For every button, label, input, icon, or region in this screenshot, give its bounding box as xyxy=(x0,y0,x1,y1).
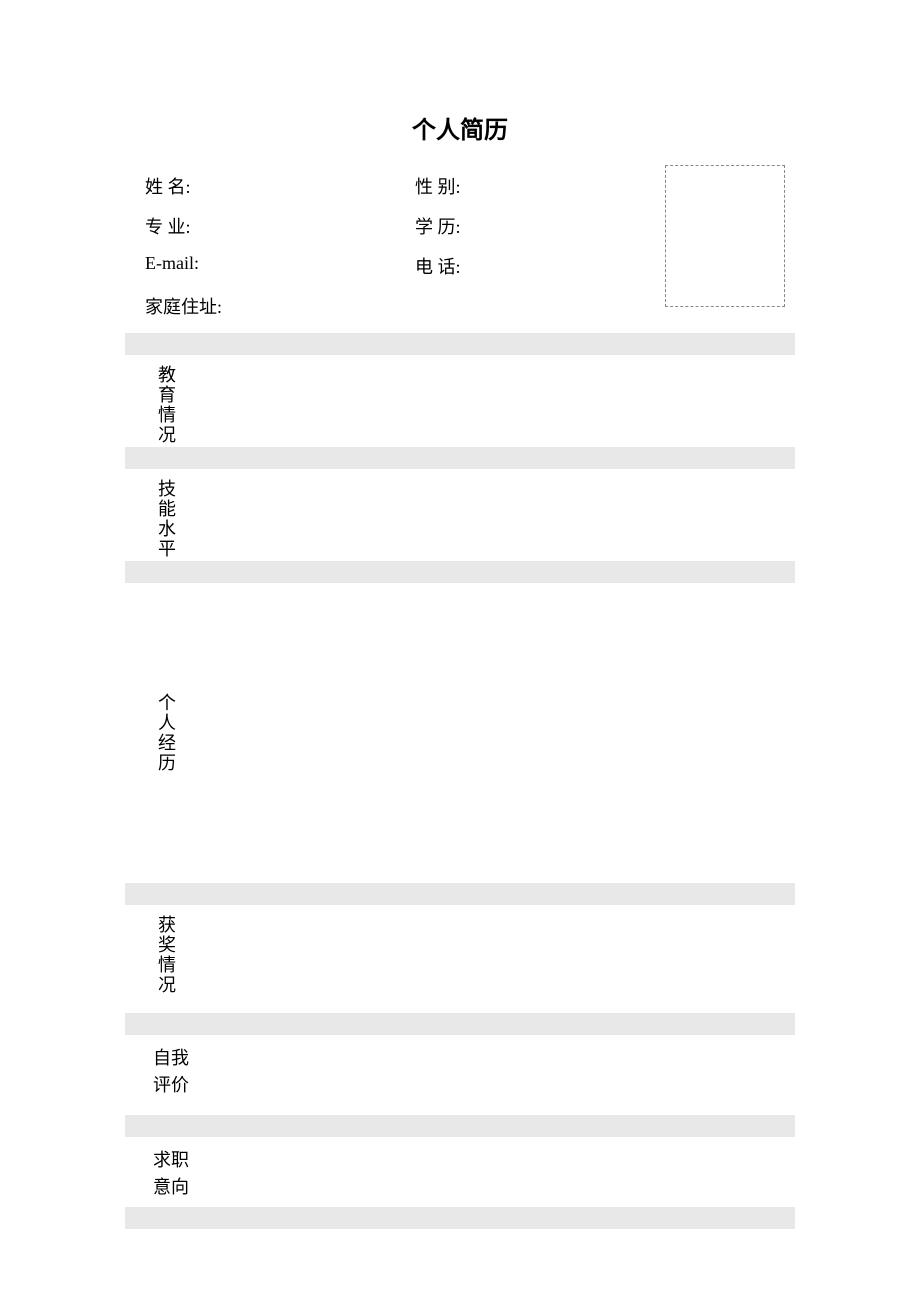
section-label-job: 求职 意向 xyxy=(153,1137,189,1207)
divider-bar xyxy=(125,1013,795,1035)
section-content-education xyxy=(179,355,785,447)
page-title: 个人简历 xyxy=(135,110,785,145)
job-line2: 意向 xyxy=(153,1174,189,1201)
section-label-experience: 个人经历 xyxy=(153,693,179,773)
divider-bar xyxy=(125,1115,795,1137)
section-job-intent: 求职 意向 xyxy=(135,1137,785,1207)
section-content-award xyxy=(179,905,785,1013)
address-label: 家庭住址: xyxy=(145,293,222,319)
section-label-self: 自我 评价 xyxy=(153,1035,189,1115)
section-label-skill: 技能水平 xyxy=(153,469,179,561)
section-experience: 个人经历 xyxy=(135,583,785,883)
divider-bar xyxy=(125,333,795,355)
section-label-education: 教育情况 xyxy=(153,355,179,447)
email-label: E-mail: xyxy=(145,253,415,279)
section-skill: 技能水平 xyxy=(135,469,785,561)
section-education: 教育情况 xyxy=(135,355,785,447)
section-label-award: 获奖情况 xyxy=(153,905,179,1013)
header-block: 姓 名: 性 别: 专 业: 学 历: E-mail: 电 话: 家庭住址: xyxy=(135,173,785,319)
section-content-job xyxy=(189,1137,785,1207)
divider-bar xyxy=(125,883,795,905)
divider-bar xyxy=(125,1207,795,1229)
divider-bar xyxy=(125,561,795,583)
self-line2: 评价 xyxy=(153,1072,189,1099)
self-line1: 自我 xyxy=(153,1045,189,1072)
name-label: 姓 名: xyxy=(145,173,415,199)
job-line1: 求职 xyxy=(153,1147,189,1174)
section-content-self xyxy=(189,1035,785,1115)
major-label: 专 业: xyxy=(145,213,415,239)
photo-placeholder xyxy=(665,165,785,307)
section-content-skill xyxy=(179,469,785,561)
section-award: 获奖情况 xyxy=(135,905,785,1013)
section-self-evaluation: 自我 评价 xyxy=(135,1035,785,1115)
resume-page: 个人简历 姓 名: 性 别: 专 业: 学 历: E-mail: 电 话: 家庭… xyxy=(0,0,920,1289)
divider-bar xyxy=(125,447,795,469)
